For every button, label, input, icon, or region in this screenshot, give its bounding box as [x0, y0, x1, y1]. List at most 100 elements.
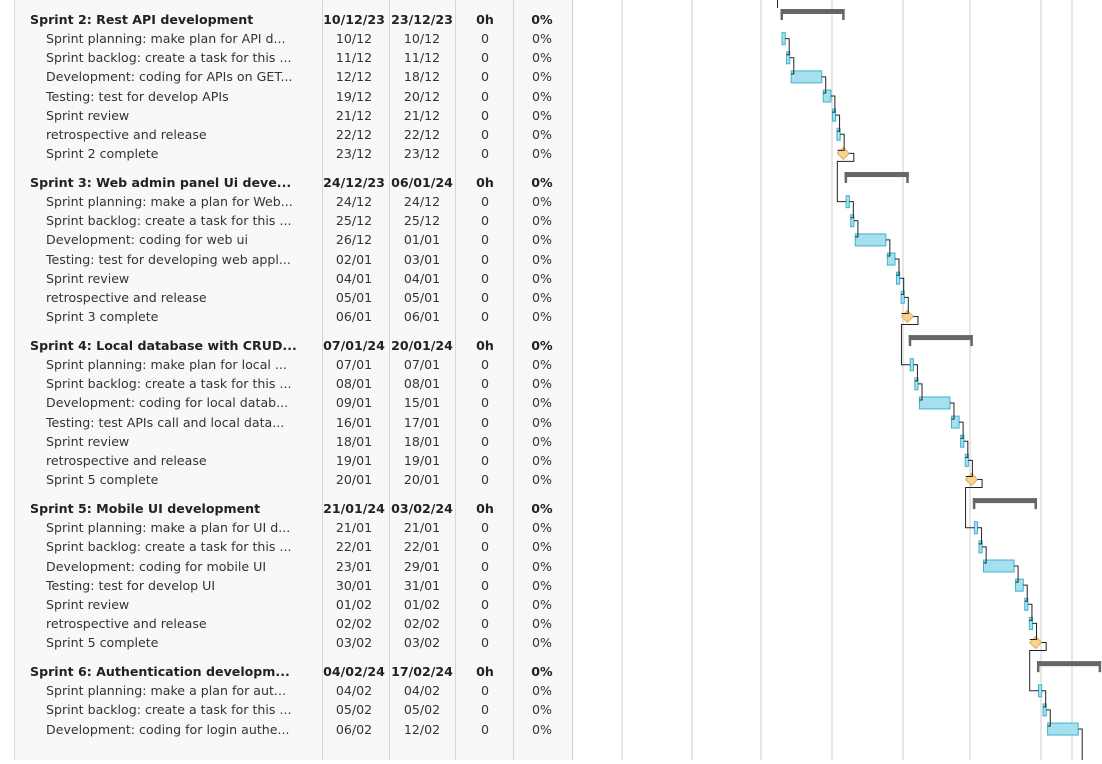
group-row[interactable]: Sprint 4: Local database with CRUD... 07/… — [15, 336, 572, 355]
group-row[interactable]: Sprint 3: Web admin panel Ui deve... 24/1… — [15, 173, 572, 192]
task-row[interactable]: retrospective and release 22/12 22/12 0 0% — [15, 125, 572, 144]
start-date-cell: 19/01 — [335, 452, 373, 468]
group-row[interactable]: Sprint 2: Rest API development 10/12/23 23… — [15, 10, 572, 29]
percent-complete-cell: 0% — [532, 615, 552, 631]
hours-cell: 0h — [476, 664, 494, 680]
dependency-link — [900, 315, 919, 366]
task-name-cell: Development: coding for login authe... — [46, 721, 290, 737]
task-row[interactable]: Sprint planning: make plan for API d... 1… — [15, 29, 572, 48]
start-date-cell: 16/01 — [335, 414, 373, 430]
task-row[interactable]: Sprint 5 complete 03/02 03/02 0 0% — [15, 633, 572, 652]
task-row[interactable]: Sprint review 01/02 01/02 0 0% — [15, 595, 572, 614]
percent-complete-cell: 0% — [532, 251, 552, 267]
task-row[interactable]: retrospective and release 05/01 05/01 0 0% — [15, 288, 572, 307]
hours-cell: 0 — [480, 308, 489, 324]
summary-bar-cap-right — [842, 9, 845, 20]
hours-cell: 0 — [480, 289, 489, 305]
percent-complete-cell: 0% — [532, 289, 552, 305]
end-date-cell: 24/12 — [403, 194, 441, 210]
task-bar — [950, 415, 960, 429]
task-row[interactable]: Testing: test for develop UI 30/01 31/01 0 0… — [15, 576, 572, 595]
task-row[interactable]: Sprint review 21/12 21/12 0 0% — [15, 106, 572, 125]
task-row[interactable]: retrospective and release 19/01 19/01 0 0% — [15, 451, 572, 470]
task-row[interactable]: Sprint 2 complete 23/12 23/12 0 0% — [15, 144, 572, 163]
task-row[interactable]: Development: coding for APIs on GET... 12… — [15, 67, 572, 86]
end-date-cell: 29/01 — [403, 558, 441, 574]
task-row[interactable]: Sprint backlog: create a task for this .… — [15, 700, 572, 719]
task-row[interactable]: retrospective and release 02/02 02/02 0 0% — [15, 614, 572, 633]
dependency-link — [1014, 565, 1019, 583]
dependency-link — [965, 459, 973, 477]
task-row[interactable]: Sprint planning: make a plan for UI d...… — [15, 518, 572, 537]
task-row[interactable]: Development: coding for mobile UI 23/01 29… — [15, 557, 572, 576]
dependency-link — [830, 95, 836, 113]
task-bar — [854, 233, 887, 247]
group-row[interactable]: Sprint 5: Mobile UI development 21/01/24 0… — [15, 499, 572, 518]
task-row[interactable]: Sprint backlog: create a task for this .… — [15, 48, 572, 67]
start-date-cell: 05/01 — [335, 289, 373, 305]
gantt-timeline — [572, 0, 1102, 760]
task-row[interactable]: Sprint 3 complete 06/01 06/01 0 0% — [15, 307, 572, 326]
percent-complete-cell: 0% — [532, 69, 552, 85]
task-row[interactable]: Testing: test for develop APIs 19/12 20/12… — [15, 87, 572, 106]
task-row[interactable]: Development: coding for web ui 26/12 01/01… — [15, 230, 572, 249]
end-date-cell: 10/12 — [403, 31, 441, 47]
end-date-cell: 08/01 — [403, 376, 441, 392]
percent-complete-cell: 0% — [532, 357, 552, 373]
percent-complete-cell: 0% — [532, 194, 552, 210]
task-name-cell: retrospective and release — [46, 615, 207, 631]
task-bar — [886, 252, 896, 266]
task-row[interactable]: Testing: test for developing web appl...… — [15, 250, 572, 269]
percent-complete-cell: 0% — [532, 683, 552, 699]
task-row[interactable]: Sprint planning: make a plan for Web... 2… — [15, 192, 572, 211]
task-row[interactable]: Sprint backlog: create a task for this .… — [15, 537, 572, 556]
hours-cell: 0 — [480, 194, 489, 210]
hours-cell: 0 — [480, 107, 489, 123]
task-row[interactable]: Sprint backlog: create a task for this .… — [15, 211, 572, 230]
task-row[interactable]: Sprint 5 complete 20/01 20/01 0 0% — [15, 470, 572, 489]
task-name-cell: Sprint review — [46, 596, 130, 612]
hours-cell: 0 — [480, 635, 489, 651]
start-date-cell: 24/12 — [335, 194, 373, 210]
summary-bar-cap-right — [906, 172, 909, 184]
task-row[interactable]: Sprint review 18/01 18/01 0 0% — [15, 432, 572, 451]
end-date-cell: 21/01 — [403, 520, 441, 536]
end-date-cell: 11/12 — [403, 50, 441, 66]
task-bar — [900, 290, 905, 304]
task-row[interactable]: Sprint planning: make a plan for aut... 0… — [15, 681, 572, 700]
start-date-cell: 04/01 — [335, 270, 373, 286]
task-row[interactable]: Sprint backlog: create a task for this .… — [15, 374, 572, 393]
start-date-cell: 09/01 — [335, 395, 373, 411]
group-name-cell: Sprint 3: Web admin panel Ui deve... — [30, 175, 292, 191]
task-row[interactable]: Sprint planning: make plan for local ...… — [15, 355, 572, 374]
task-row[interactable]: Testing: test APIs call and local data..… — [15, 413, 572, 432]
percent-complete-cell: 0% — [532, 270, 552, 286]
task-bar — [790, 70, 823, 84]
hours-cell: 0h — [476, 338, 494, 354]
task-bar — [1037, 684, 1043, 698]
task-bar — [1024, 597, 1029, 611]
start-date-cell: 25/12 — [335, 213, 373, 229]
end-date-cell: 20/01/24 — [391, 338, 453, 354]
start-date-cell: 10/12 — [335, 31, 373, 47]
end-date-cell: 12/02 — [403, 721, 441, 737]
start-date-cell: 06/02 — [335, 721, 373, 737]
hours-cell: 0 — [480, 721, 489, 737]
task-name-cell: Development: coding for local datab... — [46, 395, 289, 411]
start-date-cell: 21/01 — [335, 520, 373, 536]
group-row[interactable]: Sprint 6: Authentication developm... 04/0… — [15, 662, 572, 681]
task-name-cell: Sprint backlog: create a task for this .… — [46, 376, 292, 392]
end-date-cell: 18/12 — [403, 69, 441, 85]
task-bar — [1047, 722, 1079, 736]
percent-complete-cell: 0% — [532, 145, 552, 161]
task-bar — [845, 195, 850, 209]
task-row[interactable]: Development: coding for local datab... 09… — [15, 393, 572, 412]
percent-complete-cell: 0% — [531, 338, 553, 354]
task-row[interactable]: Development: coding for login authe... 06… — [15, 720, 572, 739]
start-date-cell: 05/02 — [335, 702, 373, 718]
task-row[interactable]: Sprint review 04/01 04/01 0 0% — [15, 269, 572, 288]
summary-bar-cap-left — [908, 335, 912, 347]
task-name-cell: Sprint backlog: create a task for this .… — [46, 539, 292, 555]
task-name-cell: Sprint 5 complete — [46, 635, 159, 651]
percent-complete-cell: 0% — [532, 702, 552, 718]
